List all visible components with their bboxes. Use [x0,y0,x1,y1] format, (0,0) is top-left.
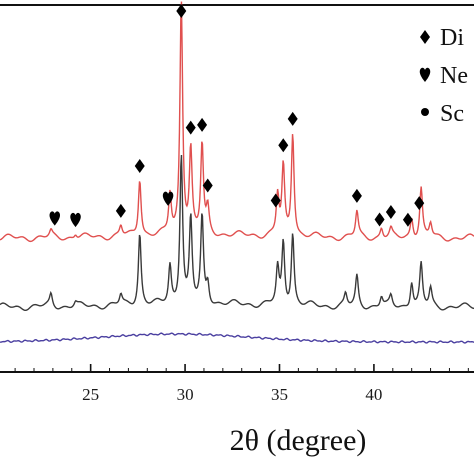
x-tick-label-35: 35 [271,385,288,404]
series-line-1 [0,1,474,243]
x-axis-title: 2θ (degree) [230,424,367,457]
peak-marker-diamond-icon [197,117,208,132]
x-tick-label-30: 30 [177,385,194,404]
x-ticks: 25 30 35 40 [14,364,469,404]
peak-marker-diamond-icon [202,178,213,193]
x-tick-label-25: 25 [82,385,99,404]
legend-heart-icon [419,67,431,82]
peak-marker-diamond-icon [270,193,281,208]
peak-marker-diamond-icon [278,138,289,153]
series-line-2 [0,154,474,312]
legend-label-ne: Ne [440,63,468,89]
legend: Di Ne Sc [419,25,468,127]
legend-label-sc: Sc [440,101,464,127]
legend-diamond-icon [420,30,430,44]
plot-area [0,4,474,373]
peak-marker-diamond-icon [185,120,196,135]
peak-marker-diamond-icon [134,159,145,174]
peak-marker-diamond-icon [351,188,362,203]
peak-marker-diamond-icon [115,203,126,218]
peak-marker-diamond-icon [414,196,425,211]
peak-marker-heart-icon [70,212,81,228]
legend-label-di: Di [440,25,464,51]
series-line-3 [0,332,474,344]
peak-marker-diamond-icon [374,212,385,227]
peak-marker-heart-icon [162,191,174,206]
peak-marker-diamond-icon [176,4,187,18]
legend-circle-icon [421,108,429,116]
peak-marker-heart-icon [49,211,61,226]
x-tick-label-40: 40 [365,385,382,404]
peak-marker-diamond-icon [402,212,413,227]
marker-layer [49,4,425,228]
peak-marker-diamond-icon [287,111,298,126]
peak-marker-diamond-icon [385,204,396,219]
series-layer [0,1,474,344]
